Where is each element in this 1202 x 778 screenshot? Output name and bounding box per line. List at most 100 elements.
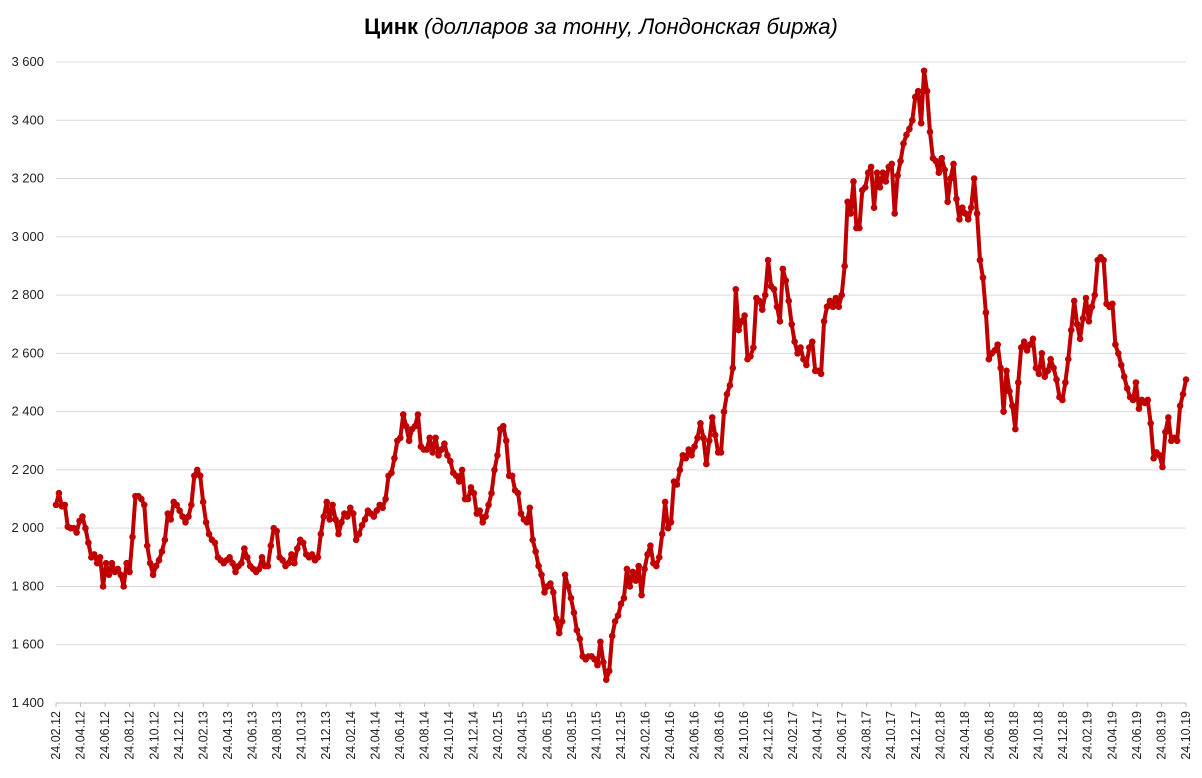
data-point — [600, 658, 607, 666]
data-point — [494, 452, 501, 459]
data-point — [338, 519, 345, 526]
data-point — [594, 661, 601, 669]
data-point — [391, 454, 398, 462]
data-point — [850, 178, 857, 185]
x-tick-label: 24.10.12 — [147, 711, 161, 760]
data-point — [426, 434, 434, 442]
data-point — [1147, 419, 1154, 427]
data-point — [985, 355, 993, 363]
data-point — [997, 364, 1004, 372]
data-point — [738, 318, 745, 325]
data-point — [1132, 379, 1140, 386]
data-point — [970, 175, 978, 182]
data-point — [611, 618, 619, 625]
data-point — [470, 489, 478, 497]
data-point — [532, 548, 539, 555]
data-point — [1000, 408, 1007, 415]
x-tick-label: 24.06.17 — [835, 711, 849, 760]
data-point — [1017, 344, 1025, 351]
data-point — [788, 320, 795, 328]
data-point — [438, 446, 445, 453]
data-point — [526, 504, 534, 512]
data-point — [1159, 463, 1166, 471]
data-point — [891, 210, 898, 217]
data-point — [941, 166, 948, 174]
x-tick-label: 24.04.13 — [221, 711, 235, 760]
data-point — [476, 507, 484, 514]
data-point — [1050, 364, 1057, 372]
data-point — [817, 370, 825, 378]
x-tick-label: 24.10.13 — [295, 711, 309, 760]
data-point — [779, 265, 787, 273]
data-point — [605, 667, 613, 675]
x-tick-label: 24.08.13 — [270, 711, 284, 760]
data-point — [108, 559, 116, 567]
x-tick-label: 24.08.14 — [417, 711, 431, 760]
data-point — [455, 478, 463, 485]
data-point — [120, 583, 127, 590]
data-point — [935, 169, 943, 177]
x-tick-label: 24.04.19 — [1105, 711, 1119, 760]
data-point — [114, 565, 122, 573]
data-point — [1162, 428, 1169, 436]
data-point — [823, 303, 831, 311]
data-point — [1173, 437, 1181, 445]
data-point — [152, 562, 160, 570]
data-point — [1123, 385, 1131, 392]
data-point — [1006, 387, 1013, 395]
data-point — [382, 495, 389, 503]
data-point — [99, 583, 107, 590]
data-point — [761, 291, 769, 299]
data-point — [138, 495, 145, 503]
data-point — [308, 551, 316, 558]
data-point — [258, 554, 266, 561]
y-tick-label: 1 800 — [11, 578, 44, 593]
data-point — [188, 501, 195, 509]
data-point — [979, 274, 987, 281]
data-point — [726, 382, 734, 389]
data-point — [232, 568, 239, 576]
data-point — [320, 513, 328, 520]
data-point — [196, 472, 204, 480]
chart-title-subtitle: (долларов за тонну, Лондонская биржа) — [424, 14, 838, 39]
data-point — [1144, 396, 1152, 404]
data-point — [632, 577, 640, 584]
data-point — [770, 285, 778, 293]
data-point — [729, 364, 737, 372]
data-point — [441, 440, 448, 447]
data-point — [173, 501, 180, 509]
data-point — [146, 559, 154, 567]
x-tick-label: 24.06.14 — [393, 711, 407, 760]
data-point — [155, 556, 163, 564]
data-point — [829, 303, 837, 311]
data-point — [349, 510, 357, 517]
data-point — [1135, 405, 1143, 413]
x-tick-label: 24.10.16 — [737, 711, 751, 760]
x-tick-label: 24.08.12 — [123, 711, 137, 760]
data-point — [926, 128, 934, 136]
data-point — [888, 160, 896, 168]
data-point — [488, 489, 495, 497]
data-point — [732, 285, 740, 293]
data-point — [1165, 414, 1172, 421]
data-point — [61, 501, 69, 509]
x-tick-label: 24.10.15 — [589, 711, 603, 760]
data-point — [711, 431, 719, 439]
x-tick-label: 24.04.17 — [811, 711, 825, 760]
data-point — [776, 318, 784, 325]
data-point — [911, 93, 919, 101]
data-point — [399, 411, 407, 418]
x-tick-label: 24.10.19 — [1179, 711, 1193, 760]
data-point — [867, 163, 875, 171]
data-point — [967, 204, 975, 211]
data-point — [932, 157, 940, 165]
data-point — [994, 341, 1001, 348]
data-point — [947, 175, 954, 182]
x-tick-label: 24.06.19 — [1130, 711, 1144, 760]
data-point — [564, 583, 572, 590]
data-point — [894, 172, 901, 179]
x-tick-label: 24.06.15 — [540, 711, 554, 760]
data-point — [897, 157, 904, 165]
data-point — [991, 347, 999, 354]
x-tick-label: 24.02.17 — [786, 711, 800, 760]
